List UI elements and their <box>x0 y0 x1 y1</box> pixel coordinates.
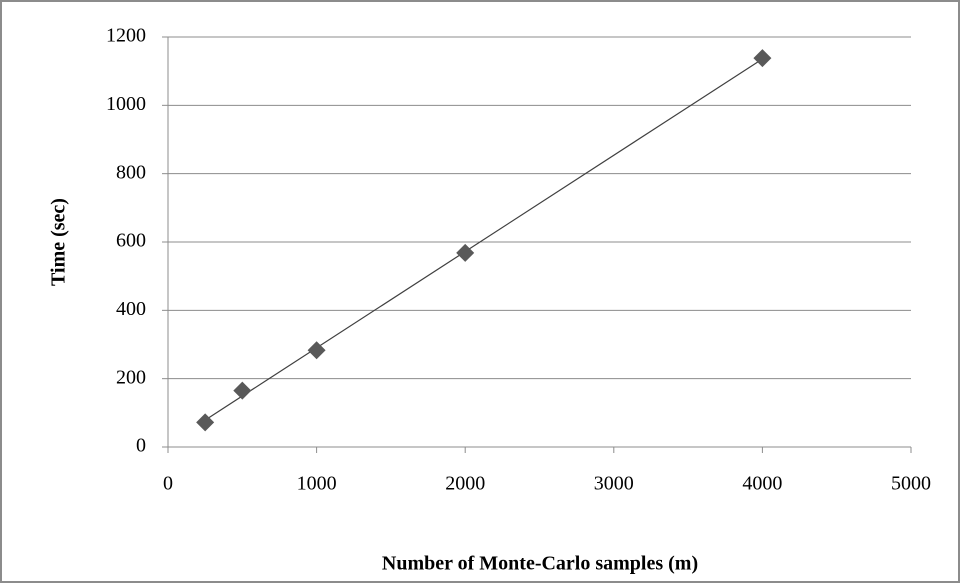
x-tick-label: 4000 <box>742 473 782 495</box>
point <box>753 49 772 68</box>
x-tick-label: 0 <box>163 473 173 495</box>
point <box>307 341 326 360</box>
y-axis-label: Time (sec) <box>48 198 70 286</box>
x-tick-label: 1000 <box>297 473 337 495</box>
y-tick-label: 0 <box>136 435 146 457</box>
y-tick-label: 600 <box>116 230 146 252</box>
y-tick-label: 1000 <box>106 93 146 115</box>
point <box>196 413 215 432</box>
x-axis-label: Number of Monte-Carlo samples (m) <box>382 553 698 575</box>
y-tick-label: 1200 <box>106 25 146 47</box>
point <box>233 381 252 400</box>
y-tick-label: 400 <box>116 298 146 320</box>
x-tick-label: 3000 <box>594 473 634 495</box>
trend-line <box>204 58 763 421</box>
x-tick-label: 2000 <box>445 473 485 495</box>
y-tick-label: 800 <box>116 161 146 183</box>
x-tick-label: 5000 <box>891 473 931 495</box>
point <box>456 243 475 262</box>
y-tick-label: 200 <box>116 366 146 388</box>
